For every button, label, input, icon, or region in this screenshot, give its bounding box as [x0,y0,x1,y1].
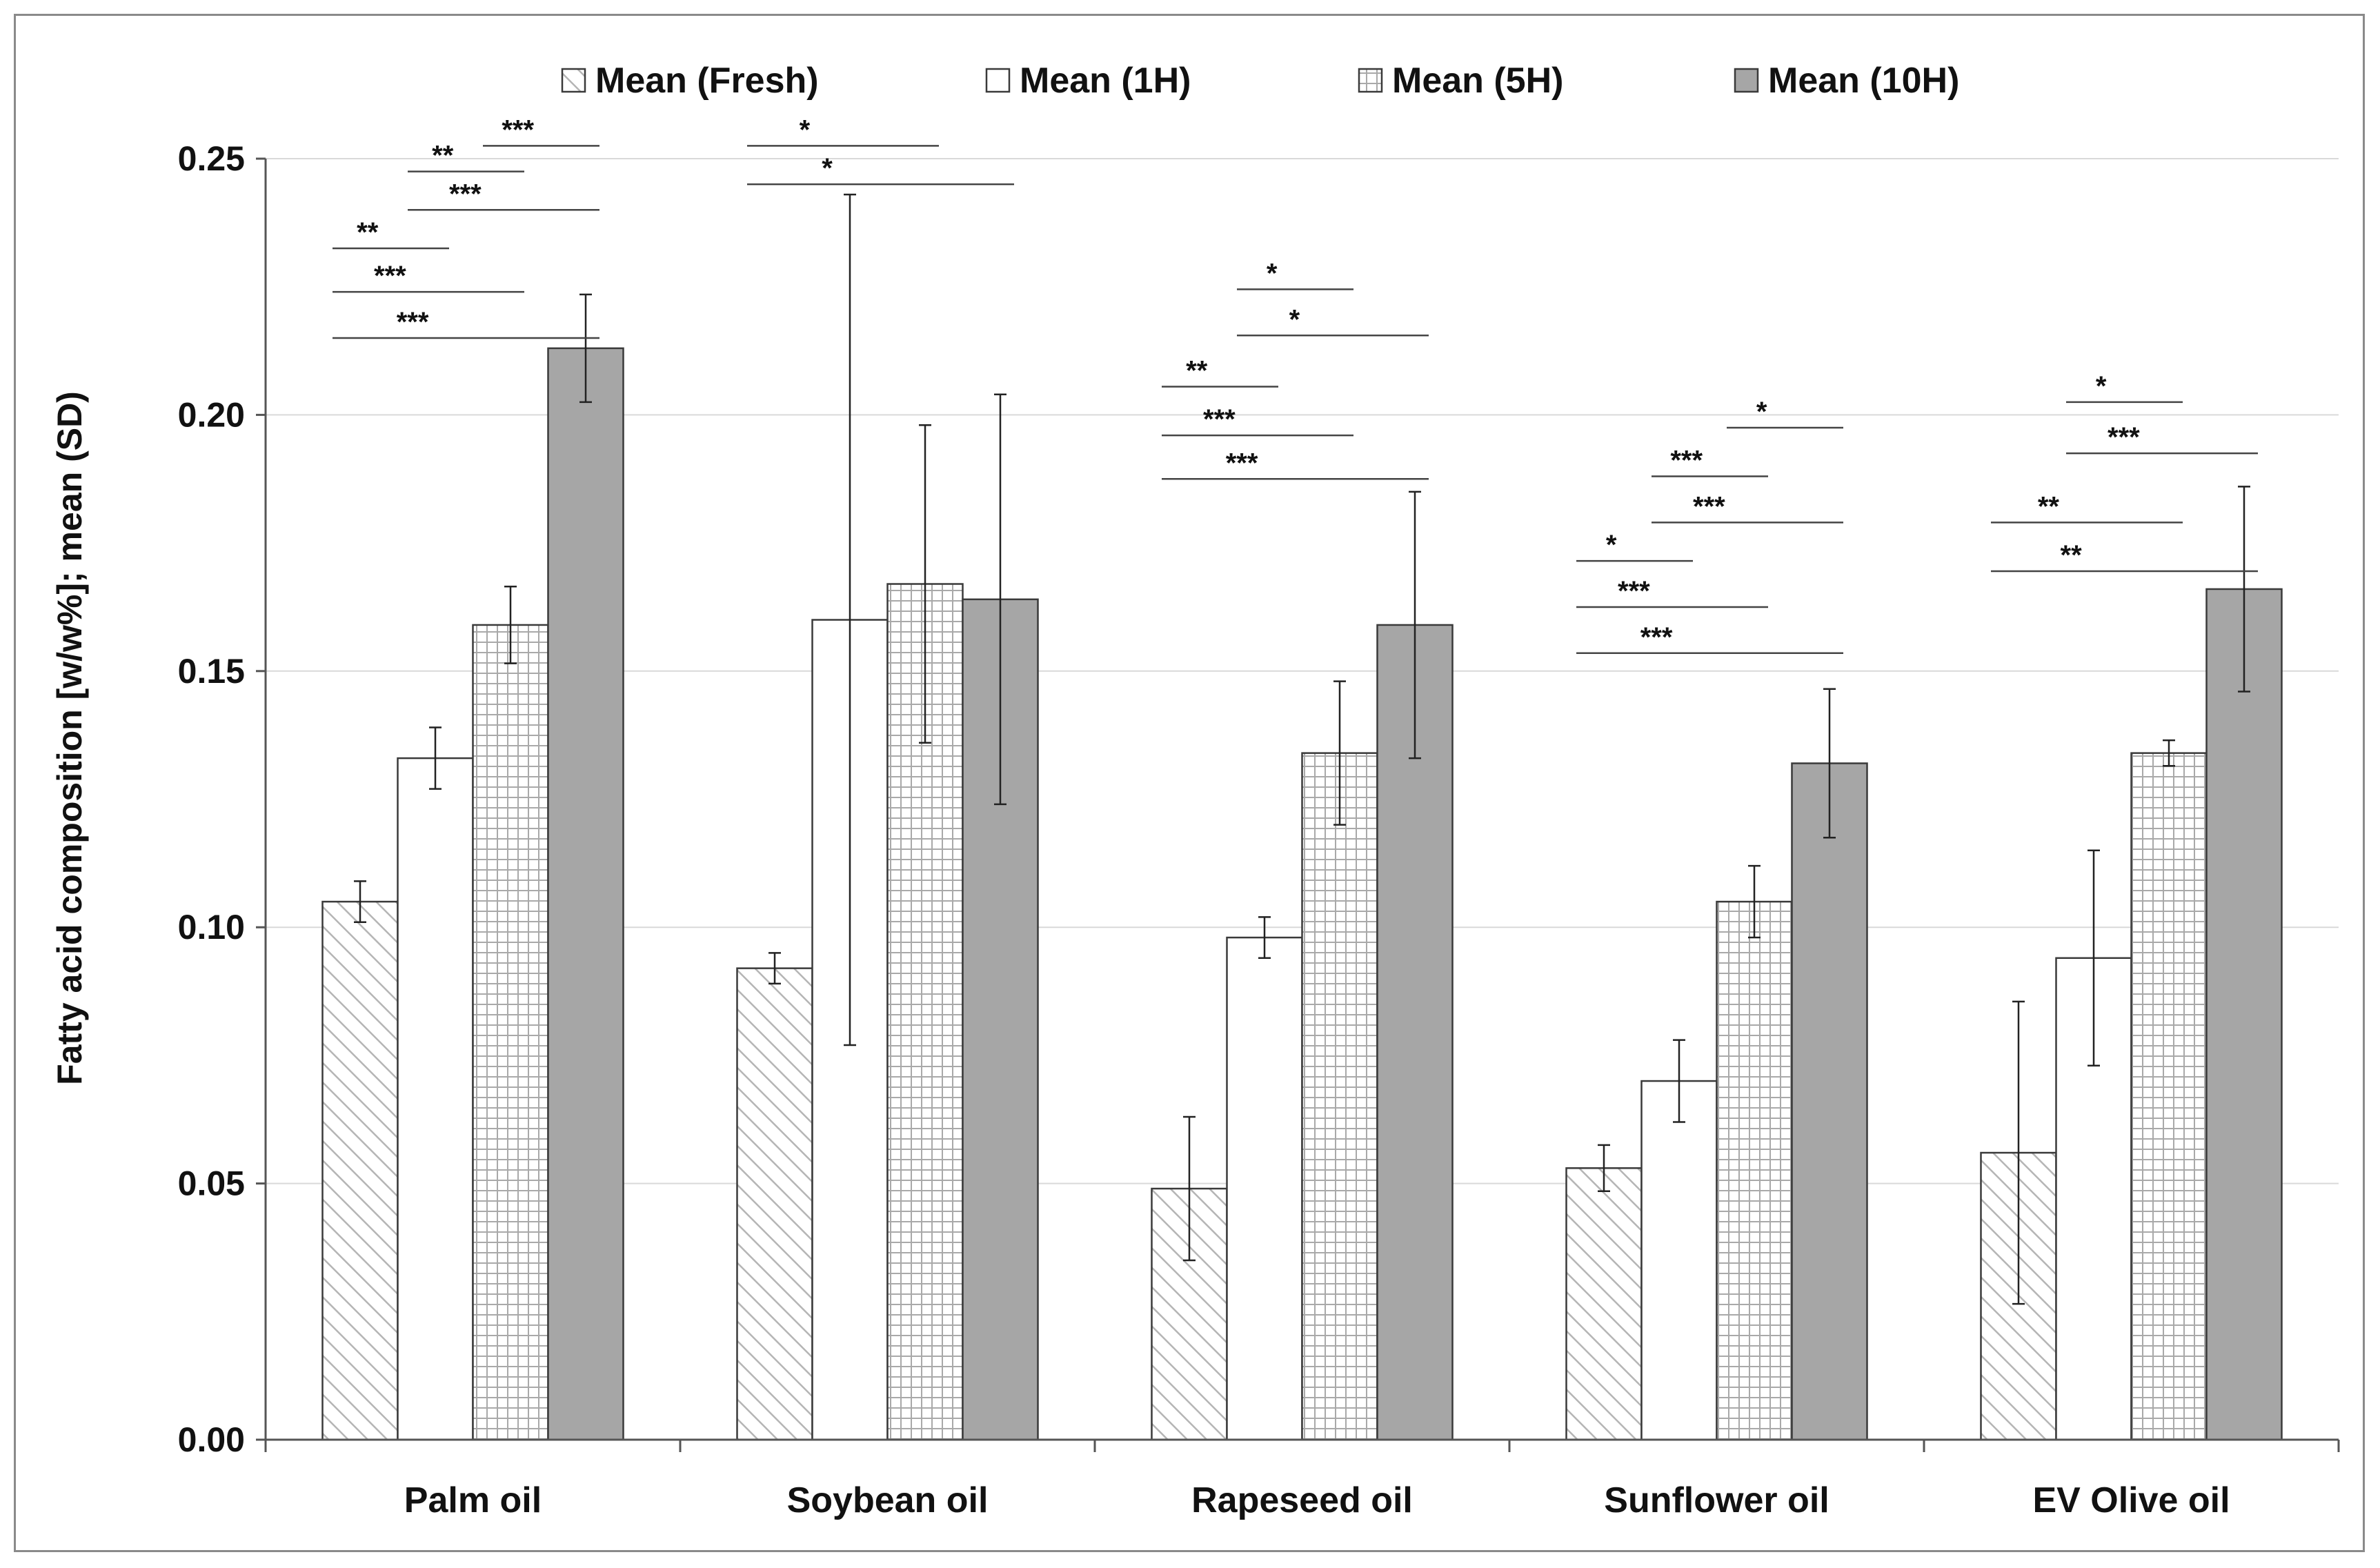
axes [264,159,2339,1441]
x-tick-label: Sunflower oil [1604,1480,1829,1520]
significance-label: *** [397,307,429,337]
bar [1565,1167,1643,1441]
significance-label: ** [1186,356,1208,386]
legend: Mean (Fresh) Mean (1H) Mean (5H) Mean (10H) [561,61,1959,101]
error-bars [354,193,2250,1305]
significance-label: *** [2108,422,2140,453]
y-tick-label: 0.20 [178,395,245,434]
significance-label: *** [1640,622,1673,653]
x-tick-label: Rapeseed oil [1191,1480,1413,1520]
x-tick-label: EV Olive oil [2032,1480,2230,1520]
tick-labels: 0.00 0.05 0.10 0.15 0.20 0.25 Palm oil Soybean … [178,139,2340,1520]
legend-label: Mean (Fresh) [595,61,819,101]
significance-label: *** [502,115,534,145]
legend-swatch [1358,68,1383,93]
x-tick-label: Palm oil [404,1480,542,1520]
bar [472,624,549,1441]
bar [2205,588,2283,1441]
significance-label: *** [374,261,406,291]
y-tick-label: 0.15 [178,652,245,691]
significance-label: * [800,115,811,145]
significance-label: *** [1693,491,1725,522]
significance-label: *** [449,179,482,209]
significance-label: *** [1203,404,1236,435]
significance-label: * [1267,258,1278,288]
legend-swatch [561,68,586,93]
significance-label: ** [2061,540,2083,570]
legend-label: Mean (5H) [1392,61,1563,101]
significance-label: * [1756,397,1767,427]
legend-label: Mean (10H) [1768,61,1959,101]
significance-label: ** [357,217,379,248]
significance-annotations: **************** ************************… [333,115,2258,655]
bar [1301,752,1378,1441]
bar [1716,900,1793,1441]
legend-swatch [1734,68,1759,93]
y-tick-label: 0.05 [178,1164,245,1203]
bar [1376,624,1454,1441]
bar [1226,936,1303,1441]
legend-label: Mean (1H) [1020,61,1191,101]
bar [2130,752,2208,1441]
legend-swatch [985,68,1011,93]
bar [397,757,474,1441]
y-tick-label: 0.10 [178,908,245,946]
y-axis-label: Fatty acid composition [w/w%]; mean (SD) [50,391,89,1085]
significance-label: * [822,153,833,183]
bar [1640,1080,1718,1441]
x-tick-label: Soybean oil [787,1480,989,1520]
significance-label: * [1289,304,1300,335]
significance-label: * [1606,530,1617,560]
bars [321,347,2283,1441]
bar [736,967,813,1441]
y-tick-label: 0.25 [178,139,245,178]
significance-label: ** [432,141,454,171]
bar [321,900,399,1441]
significance-label: *** [1618,576,1650,606]
significance-label: * [2096,371,2107,401]
significance-label: ** [2038,491,2060,522]
significance-label: *** [1226,448,1258,478]
significance-label: *** [1670,446,1703,476]
bar [547,347,624,1441]
bar [1791,762,1868,1441]
y-tick-label: 0.00 [178,1420,245,1459]
